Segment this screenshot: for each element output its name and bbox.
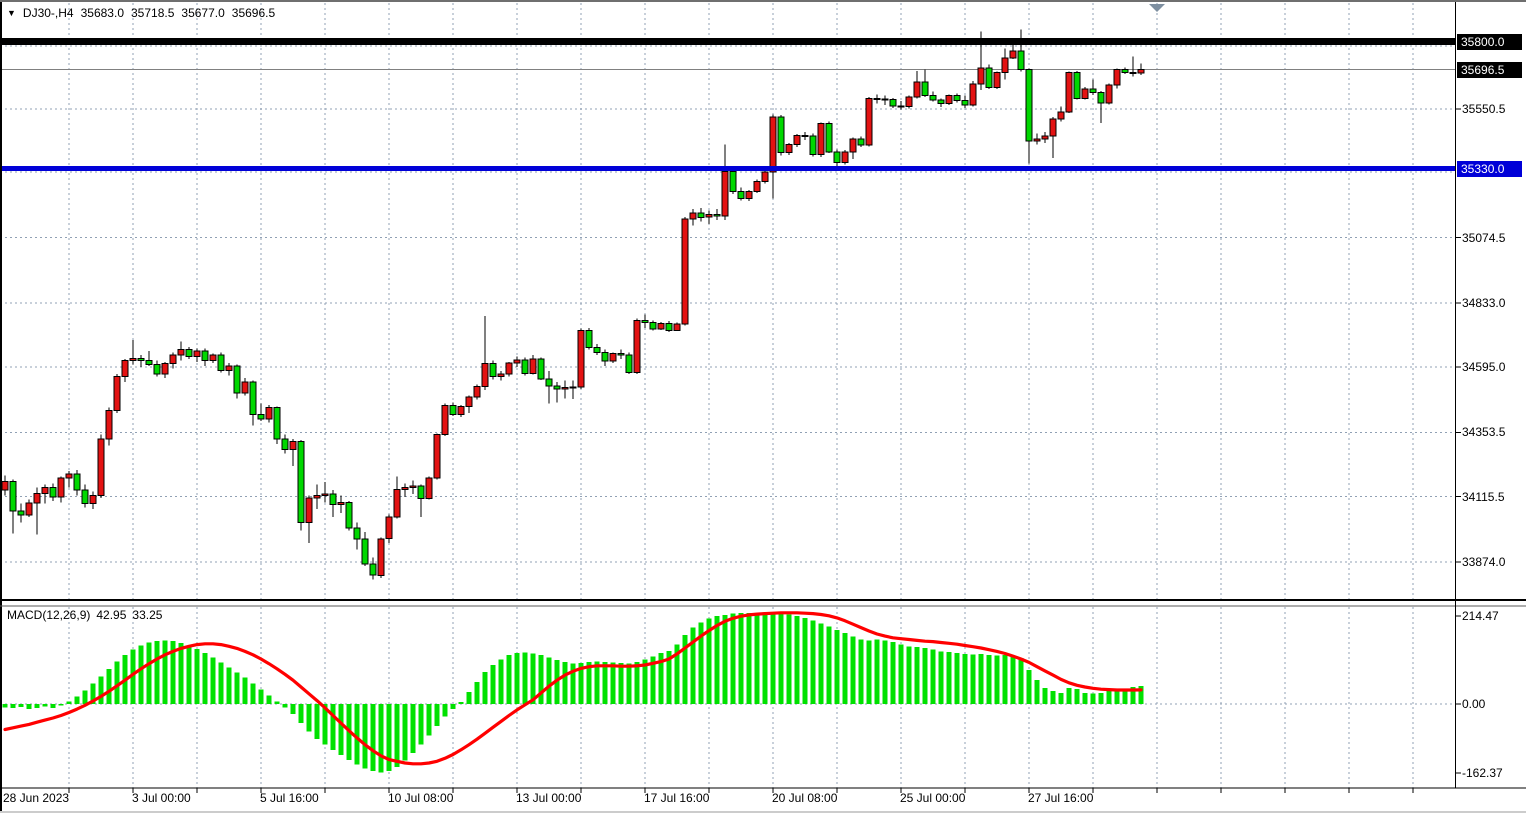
time-axis-label: 17 Jul 16:00 <box>644 791 710 805</box>
time-axis-label: 28 Jun 2023 <box>3 791 70 805</box>
indicator-macd-value: 42.95 <box>96 608 127 622</box>
symbol-period-label: DJ30-,H4 <box>22 6 74 20</box>
time-axis-label: 3 Jul 00:00 <box>132 791 191 805</box>
time-axis-label: 5 Jul 16:00 <box>260 791 319 805</box>
chart-shift-marker-icon[interactable] <box>1149 4 1165 12</box>
candlesticks <box>1 29 1145 580</box>
price-axis-label: 34353.5 <box>1462 425 1506 440</box>
time-axis-label: 27 Jul 16:00 <box>1028 791 1094 805</box>
macd-signal-line <box>3 611 1143 766</box>
chart-title: ▼ DJ30-,H4 35683.0 35718.5 35677.0 35696.5 <box>7 6 275 20</box>
price-axis-label: 34115.5 <box>1462 489 1505 504</box>
time-axis-label: 20 Jul 08:00 <box>772 791 838 805</box>
price-badge: 35330.0 <box>1457 160 1522 177</box>
ohlc-low: 35677.0 <box>181 6 225 20</box>
price-axis-label: 35074.5 <box>1462 230 1506 245</box>
price-axis-label: 34833.0 <box>1462 295 1506 310</box>
price-axis-label: 34595.0 <box>1462 360 1506 375</box>
macd-histogram <box>2 613 1144 773</box>
price-axis-label: 33874.0 <box>1462 555 1506 569</box>
horizontal-level-lines[interactable] <box>0 38 1455 172</box>
price-badge: 35800.0 <box>1457 33 1522 50</box>
macd-axis-label: 214.47 <box>1462 609 1499 623</box>
time-axis-label: 13 Jul 00:00 <box>516 791 582 805</box>
indicator-label: MACD(12,26,9) 42.95 33.25 <box>7 608 162 622</box>
macd-axis-label: -162.37 <box>1462 765 1503 780</box>
time-axis-label: 25 Jul 00:00 <box>900 791 966 805</box>
symbol-dropdown-icon[interactable]: ▼ <box>7 8 16 18</box>
ohlc-open: 35683.0 <box>80 6 124 20</box>
ohlc-high: 35718.5 <box>131 6 175 20</box>
indicator-signal-value: 33.25 <box>132 608 163 622</box>
price-axis-label: 35550.5 <box>1462 102 1506 116</box>
indicator-name: MACD(12,26,9) <box>7 608 91 622</box>
macd-axis-label: 0.00 <box>1462 697 1486 711</box>
ohlc-close: 35696.5 <box>231 6 276 20</box>
price-badge: 35696.5 <box>1457 61 1522 78</box>
time-axis-label: 10 Jul 08:00 <box>388 791 454 805</box>
